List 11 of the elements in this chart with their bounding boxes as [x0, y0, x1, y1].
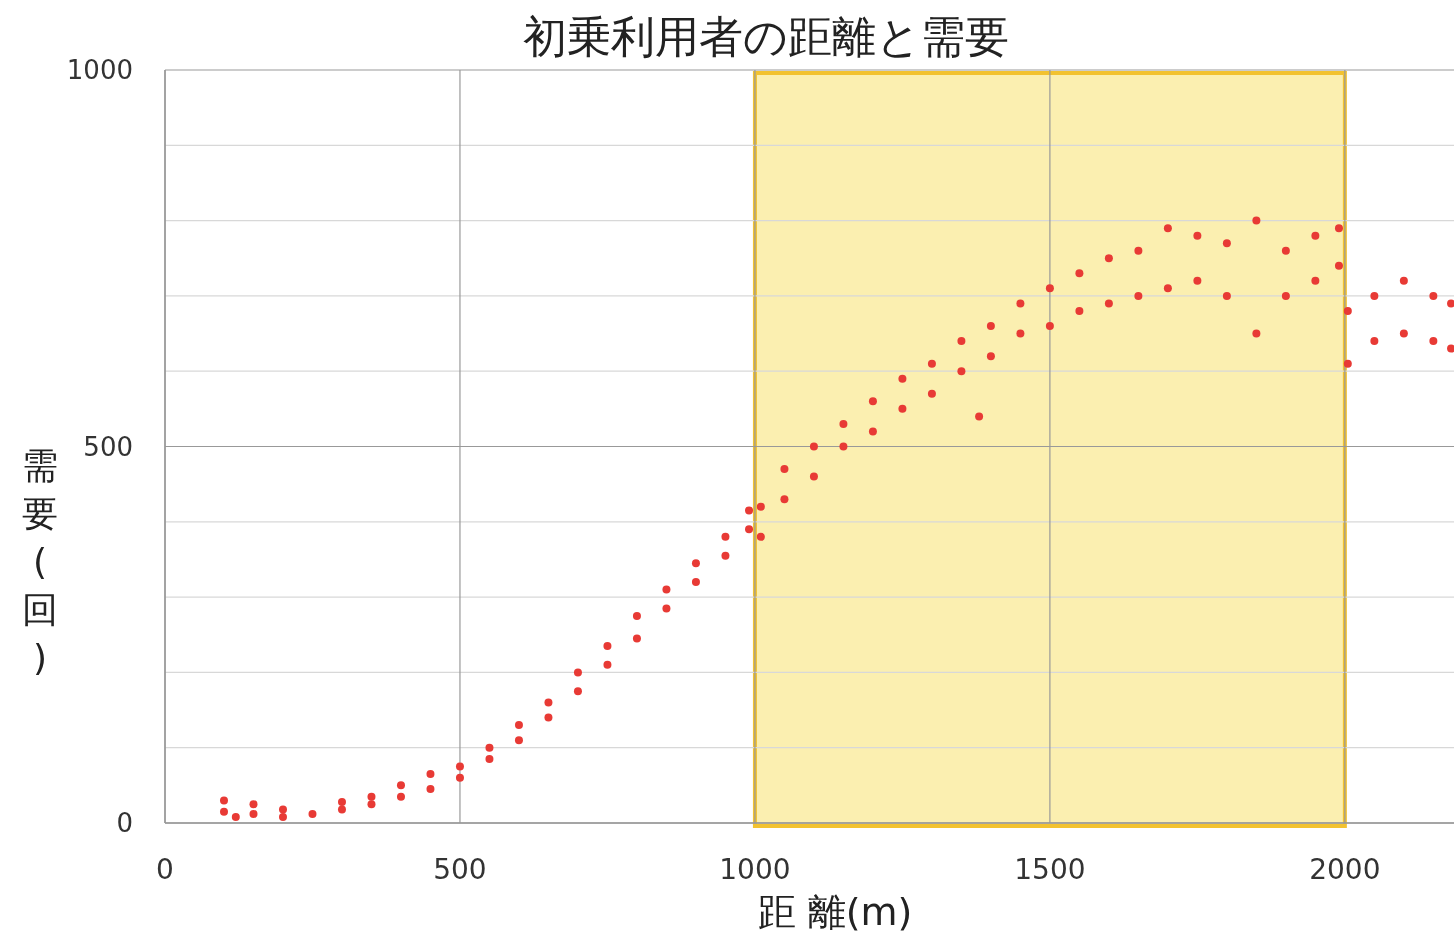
y-tick-label: 500	[83, 431, 133, 462]
y-tick-label: 1000	[66, 55, 133, 85]
x-tick-label: 1500	[1014, 853, 1086, 886]
x-tick-label: 0	[156, 853, 174, 886]
y-axis-title: 需要(回)	[22, 445, 58, 678]
x-axis-title: 距 離(m)	[757, 890, 913, 934]
x-tick-label: 1000	[719, 853, 791, 886]
x-tick-label: 500	[433, 853, 487, 886]
x-tick-label: 2000	[1309, 853, 1381, 886]
chart-title: 初乗利用者の距離と需要	[523, 11, 1009, 62]
y-tick-label: 0	[116, 808, 133, 838]
